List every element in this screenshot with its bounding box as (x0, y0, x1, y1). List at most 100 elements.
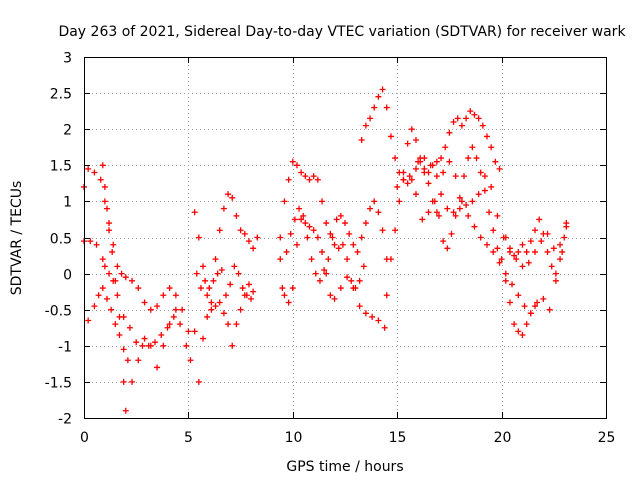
x-tick-label: 25 (598, 430, 616, 446)
data-point (557, 241, 564, 248)
data-point (519, 263, 526, 270)
data-point (387, 133, 394, 140)
data-point (488, 183, 495, 190)
series-track-a (81, 165, 192, 335)
data-point (250, 288, 257, 295)
data-point (91, 303, 98, 310)
data-point (327, 292, 334, 299)
data-point (408, 126, 415, 133)
data-point (490, 227, 497, 234)
data-point (367, 115, 374, 122)
data-point (452, 212, 459, 219)
data-point (552, 277, 559, 284)
data-point (195, 234, 202, 241)
data-point (519, 331, 526, 338)
data-point (291, 216, 298, 223)
series-track-g (193, 263, 255, 302)
data-point (154, 303, 161, 310)
data-point (392, 227, 399, 234)
data-point (293, 241, 300, 248)
data-point (471, 223, 478, 230)
data-point (440, 169, 447, 176)
data-point (116, 331, 123, 338)
data-point (310, 173, 317, 180)
data-point (396, 198, 403, 205)
data-point (293, 162, 300, 169)
data-point (289, 158, 296, 165)
data-point (550, 245, 557, 252)
data-point (195, 378, 202, 385)
data-point (465, 155, 472, 162)
data-point (559, 248, 566, 255)
data-point (225, 191, 232, 198)
data-point (160, 292, 167, 299)
data-point (122, 274, 129, 281)
data-point (172, 292, 179, 299)
data-point (475, 191, 482, 198)
data-point (212, 256, 219, 263)
data-point (314, 234, 321, 241)
data-point (544, 248, 551, 255)
data-point (515, 248, 522, 255)
data-point (85, 317, 92, 324)
data-point (427, 162, 434, 169)
y-tick-label: -0.5 (45, 304, 72, 320)
data-point (237, 227, 244, 234)
data-point (444, 245, 451, 252)
data-point (461, 173, 468, 180)
data-point (435, 212, 442, 219)
data-point (141, 299, 148, 306)
data-point (200, 335, 207, 342)
data-point (289, 285, 296, 292)
data-point (277, 256, 284, 263)
data-point (250, 245, 257, 252)
data-point (187, 357, 194, 364)
data-point (444, 205, 451, 212)
data-point (158, 331, 165, 338)
data-point (85, 165, 92, 172)
data-point (469, 144, 476, 151)
data-point (358, 234, 365, 241)
data-point (381, 324, 388, 331)
data-point (204, 292, 211, 299)
data-point (471, 111, 478, 118)
data-point (206, 285, 213, 292)
data-point (333, 216, 340, 223)
data-point (302, 220, 309, 227)
data-point (344, 274, 351, 281)
data-point (327, 230, 334, 237)
data-point (99, 162, 106, 169)
data-point (557, 256, 564, 263)
data-point (496, 259, 503, 266)
data-point (172, 306, 179, 313)
data-point (425, 209, 432, 216)
data-point (406, 173, 413, 180)
data-point (354, 248, 361, 255)
data-points-layer (81, 86, 570, 414)
data-point (106, 227, 113, 234)
data-point (440, 238, 447, 245)
series-track-k (358, 86, 440, 216)
data-point (99, 285, 106, 292)
data-point (248, 295, 255, 302)
x-tick-label: 15 (389, 430, 407, 446)
data-point (97, 176, 104, 183)
chart-title: Day 263 of 2021, Sidereal Day-to-day VTE… (58, 24, 626, 40)
data-point (463, 115, 470, 122)
data-point (233, 321, 240, 328)
tick-labels-layer: 0 5 10 15 20 25 -2 -1.5 -1 -0.5 0 0.5 1 1.5 2 2.5 3 (45, 51, 616, 447)
data-point (394, 183, 401, 190)
data-point (450, 118, 457, 125)
data-point (277, 234, 284, 241)
data-point (525, 259, 532, 266)
data-point (329, 234, 336, 241)
data-point (375, 209, 382, 216)
data-point (346, 230, 353, 237)
data-point (486, 209, 493, 216)
data-point (308, 256, 315, 263)
data-point (400, 169, 407, 176)
data-point (350, 285, 357, 292)
series-track-n (415, 155, 570, 317)
data-point (344, 256, 351, 263)
data-point (412, 191, 419, 198)
